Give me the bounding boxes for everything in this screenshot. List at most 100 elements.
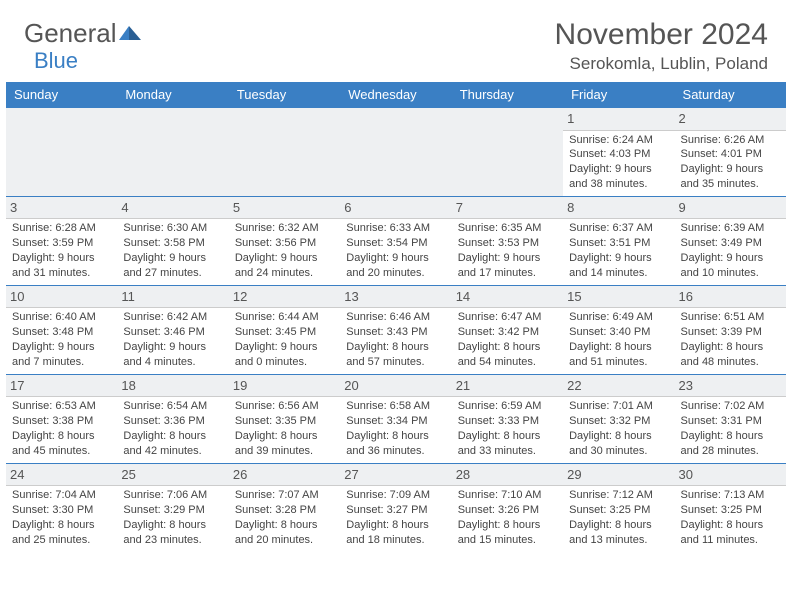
calendar-day-cell: 11Sunrise: 6:42 AMSunset: 3:46 PMDayligh… — [117, 285, 228, 374]
sunrise-text: Sunrise: 6:46 AM — [346, 310, 445, 325]
daylight-text: and 20 minutes. — [235, 533, 334, 548]
sunrise-text: Sunrise: 7:10 AM — [458, 488, 557, 503]
daylight-text: Daylight: 8 hours — [569, 518, 668, 533]
daylight-text: Daylight: 9 hours — [346, 251, 445, 266]
sunrise-text: Sunrise: 6:32 AM — [235, 221, 334, 236]
sunset-text: Sunset: 3:51 PM — [569, 236, 668, 251]
daylight-text: and 17 minutes. — [458, 266, 557, 281]
day-number: 14 — [452, 286, 563, 309]
daylight-text: Daylight: 8 hours — [235, 429, 334, 444]
day-header: Saturday — [675, 82, 786, 108]
day-number: 10 — [6, 286, 117, 309]
day-number: 6 — [340, 197, 451, 220]
day-header: Monday — [117, 82, 228, 108]
sunset-text: Sunset: 3:28 PM — [235, 503, 334, 518]
sunset-text: Sunset: 3:48 PM — [12, 325, 111, 340]
sunset-text: Sunset: 3:36 PM — [123, 414, 222, 429]
sunrise-text: Sunrise: 6:24 AM — [569, 133, 668, 148]
daylight-text: and 24 minutes. — [235, 266, 334, 281]
daylight-text: and 11 minutes. — [681, 533, 780, 548]
sunset-text: Sunset: 3:33 PM — [458, 414, 557, 429]
sunrise-text: Sunrise: 7:02 AM — [681, 399, 780, 414]
calendar-day-cell: 27Sunrise: 7:09 AMSunset: 3:27 PMDayligh… — [340, 463, 451, 551]
daylight-text: Daylight: 9 hours — [458, 251, 557, 266]
day-number: 8 — [563, 197, 674, 220]
daylight-text: Daylight: 9 hours — [12, 251, 111, 266]
sunrise-text: Sunrise: 6:47 AM — [458, 310, 557, 325]
calendar-week-row: 1Sunrise: 6:24 AMSunset: 4:03 PMDaylight… — [6, 108, 786, 197]
daylight-text: Daylight: 9 hours — [235, 251, 334, 266]
logo-word2: Blue — [34, 48, 78, 74]
sunrise-text: Sunrise: 6:33 AM — [346, 221, 445, 236]
sunset-text: Sunset: 3:38 PM — [12, 414, 111, 429]
daylight-text: and 36 minutes. — [346, 444, 445, 459]
calendar-day-cell: 6Sunrise: 6:33 AMSunset: 3:54 PMDaylight… — [340, 196, 451, 285]
daylight-text: Daylight: 8 hours — [458, 340, 557, 355]
day-number: 3 — [6, 197, 117, 220]
day-header: Sunday — [6, 82, 117, 108]
daylight-text: and 42 minutes. — [123, 444, 222, 459]
day-number: 15 — [563, 286, 674, 309]
calendar-day-cell: 19Sunrise: 6:56 AMSunset: 3:35 PMDayligh… — [229, 374, 340, 463]
sunrise-text: Sunrise: 6:54 AM — [123, 399, 222, 414]
sunrise-text: Sunrise: 6:44 AM — [235, 310, 334, 325]
calendar-day-cell: 18Sunrise: 6:54 AMSunset: 3:36 PMDayligh… — [117, 374, 228, 463]
calendar-day-cell: 8Sunrise: 6:37 AMSunset: 3:51 PMDaylight… — [563, 196, 674, 285]
sunset-text: Sunset: 3:40 PM — [569, 325, 668, 340]
day-number: 7 — [452, 197, 563, 220]
day-header: Friday — [563, 82, 674, 108]
calendar-day-cell: 28Sunrise: 7:10 AMSunset: 3:26 PMDayligh… — [452, 463, 563, 551]
calendar-day-cell: 5Sunrise: 6:32 AMSunset: 3:56 PMDaylight… — [229, 196, 340, 285]
sunrise-text: Sunrise: 6:51 AM — [681, 310, 780, 325]
calendar-day-cell: 20Sunrise: 6:58 AMSunset: 3:34 PMDayligh… — [340, 374, 451, 463]
daylight-text: and 45 minutes. — [12, 444, 111, 459]
sunset-text: Sunset: 4:03 PM — [569, 147, 668, 162]
daylight-text: and 20 minutes. — [346, 266, 445, 281]
calendar-day-cell: 2Sunrise: 6:26 AMSunset: 4:01 PMDaylight… — [675, 108, 786, 197]
day-number: 12 — [229, 286, 340, 309]
calendar-day-cell: 16Sunrise: 6:51 AMSunset: 3:39 PMDayligh… — [675, 285, 786, 374]
sunrise-text: Sunrise: 6:49 AM — [569, 310, 668, 325]
sunset-text: Sunset: 3:58 PM — [123, 236, 222, 251]
calendar-week-row: 10Sunrise: 6:40 AMSunset: 3:48 PMDayligh… — [6, 285, 786, 374]
sunset-text: Sunset: 3:30 PM — [12, 503, 111, 518]
sunrise-text: Sunrise: 6:37 AM — [569, 221, 668, 236]
calendar-day-cell: 29Sunrise: 7:12 AMSunset: 3:25 PMDayligh… — [563, 463, 674, 551]
sunset-text: Sunset: 3:49 PM — [681, 236, 780, 251]
daylight-text: and 4 minutes. — [123, 355, 222, 370]
daylight-text: Daylight: 8 hours — [346, 429, 445, 444]
daylight-text: and 14 minutes. — [569, 266, 668, 281]
sunset-text: Sunset: 3:46 PM — [123, 325, 222, 340]
daylight-text: and 38 minutes. — [569, 177, 668, 192]
day-number: 27 — [340, 464, 451, 487]
sunrise-text: Sunrise: 7:12 AM — [569, 488, 668, 503]
calendar-day-cell: 22Sunrise: 7:01 AMSunset: 3:32 PMDayligh… — [563, 374, 674, 463]
calendar-week-row: 3Sunrise: 6:28 AMSunset: 3:59 PMDaylight… — [6, 196, 786, 285]
calendar-day-cell: 24Sunrise: 7:04 AMSunset: 3:30 PMDayligh… — [6, 463, 117, 551]
day-number: 29 — [563, 464, 674, 487]
sunrise-text: Sunrise: 6:30 AM — [123, 221, 222, 236]
daylight-text: Daylight: 9 hours — [12, 340, 111, 355]
daylight-text: and 51 minutes. — [569, 355, 668, 370]
sunset-text: Sunset: 3:32 PM — [569, 414, 668, 429]
calendar-day-cell: 13Sunrise: 6:46 AMSunset: 3:43 PMDayligh… — [340, 285, 451, 374]
daylight-text: and 28 minutes. — [681, 444, 780, 459]
calendar-day-cell: 3Sunrise: 6:28 AMSunset: 3:59 PMDaylight… — [6, 196, 117, 285]
logo: General — [24, 18, 143, 49]
day-number: 18 — [117, 375, 228, 398]
daylight-text: Daylight: 8 hours — [681, 429, 780, 444]
calendar-day-cell: 21Sunrise: 6:59 AMSunset: 3:33 PMDayligh… — [452, 374, 563, 463]
day-number: 5 — [229, 197, 340, 220]
day-header: Wednesday — [340, 82, 451, 108]
sunset-text: Sunset: 3:25 PM — [569, 503, 668, 518]
calendar-day-cell: 12Sunrise: 6:44 AMSunset: 3:45 PMDayligh… — [229, 285, 340, 374]
day-number: 30 — [675, 464, 786, 487]
logo-icon — [119, 18, 143, 49]
calendar-day-cell: 26Sunrise: 7:07 AMSunset: 3:28 PMDayligh… — [229, 463, 340, 551]
daylight-text: and 33 minutes. — [458, 444, 557, 459]
sunrise-text: Sunrise: 6:58 AM — [346, 399, 445, 414]
daylight-text: Daylight: 9 hours — [681, 162, 780, 177]
sunset-text: Sunset: 3:42 PM — [458, 325, 557, 340]
sunset-text: Sunset: 3:54 PM — [346, 236, 445, 251]
day-header: Thursday — [452, 82, 563, 108]
